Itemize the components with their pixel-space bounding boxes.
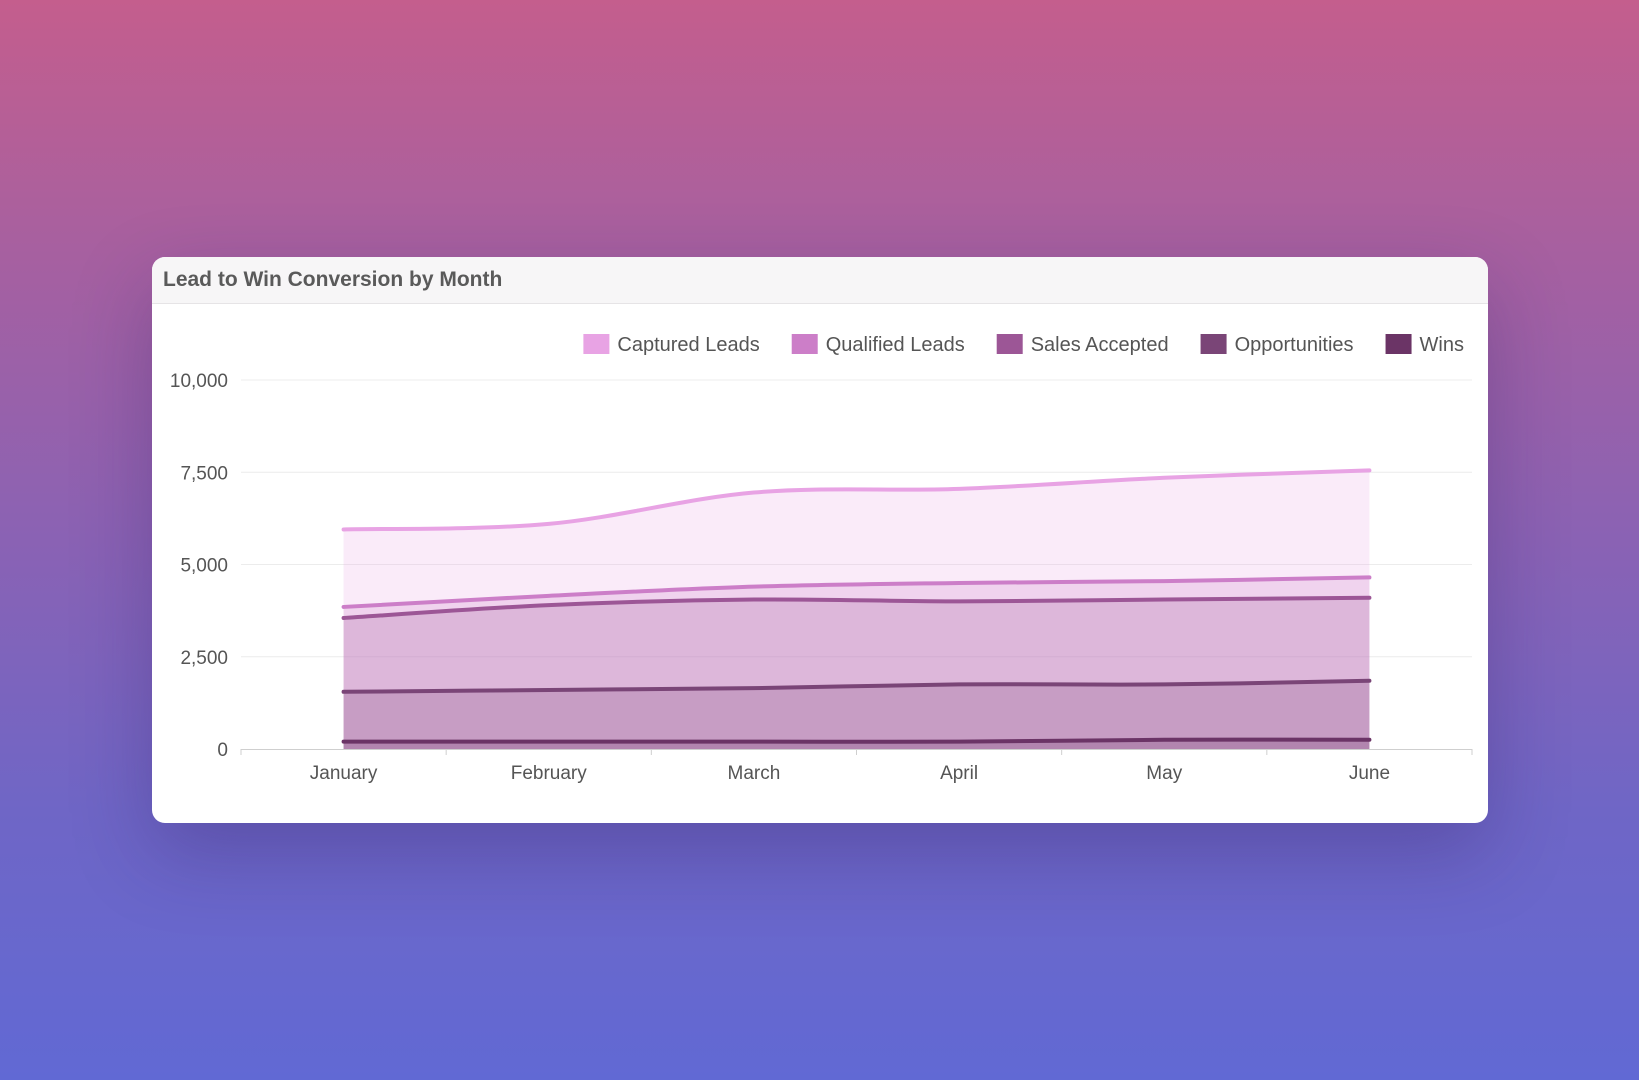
legend-swatch xyxy=(1200,334,1227,354)
x-tick-label: February xyxy=(511,763,588,784)
x-tick-label: March xyxy=(728,763,781,784)
y-tick-label: 2,500 xyxy=(180,648,228,669)
area-qualified-leads xyxy=(343,577,1370,749)
line-sales-accepted xyxy=(341,595,1372,621)
legend-swatch xyxy=(996,334,1023,354)
chart-card: Lead to Win Conversion by Month 0 2,500 5,… xyxy=(152,257,1488,823)
legend-label: Qualified Leads xyxy=(826,334,965,356)
legend-swatch xyxy=(583,334,610,354)
area-chart: 0 2,500 5,000 7,500 10,000 January February Mar… xyxy=(170,334,1473,784)
line-wins xyxy=(341,737,1372,744)
x-tick-label: January xyxy=(310,763,378,784)
line-qualified-leads xyxy=(341,575,1372,609)
x-tick-label: June xyxy=(1349,763,1390,784)
axes: 0 2,500 5,000 7,500 10,000 January February Mar… xyxy=(170,371,1473,784)
chart-title: Lead to Win Conversion by Month xyxy=(163,268,503,291)
series-lines xyxy=(341,468,1372,744)
area-captured-leads xyxy=(343,470,1370,749)
x-tick-label: April xyxy=(940,763,978,784)
line-opportunities xyxy=(341,678,1372,694)
y-tick-label: 0 xyxy=(217,740,228,761)
area-sales-accepted xyxy=(343,597,1370,749)
legend-swatch xyxy=(1385,334,1412,354)
legend: Captured Leads Qualified Leads Sales Accep… xyxy=(583,334,1464,356)
line-captured-leads xyxy=(341,468,1372,532)
legend-label: Wins xyxy=(1420,334,1464,356)
legend-label: Captured Leads xyxy=(617,334,759,356)
area-layers xyxy=(343,470,1370,749)
y-tick-label: 5,000 xyxy=(180,556,228,577)
chart-header: Lead to Win Conversion by Month xyxy=(152,257,1488,304)
legend-label: Opportunities xyxy=(1235,334,1354,356)
area-opportunities xyxy=(343,680,1370,749)
legend-label: Sales Accepted xyxy=(1031,334,1169,356)
y-tick-label: 7,500 xyxy=(180,463,228,484)
legend-swatch xyxy=(791,334,818,354)
y-tick-label: 10,000 xyxy=(170,371,228,392)
x-tick-label: May xyxy=(1146,763,1182,784)
